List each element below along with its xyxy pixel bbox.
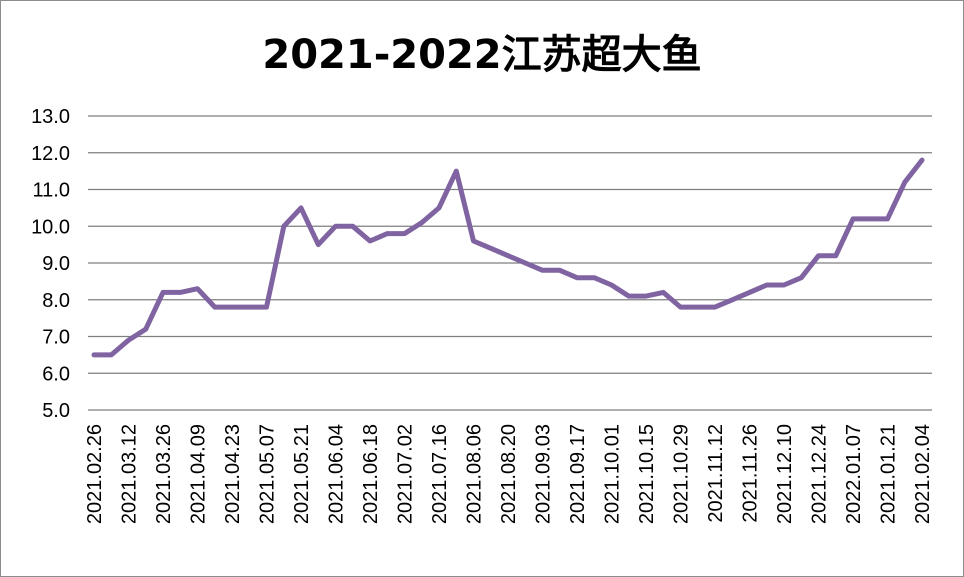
x-tick-label: 2021.11.26 — [740, 424, 762, 523]
x-axis-ticks: 2021.02.26 2021.03.12 2021.03.26 2021.04.09… — [84, 424, 934, 524]
y-axis-ticks: 5.0 6.0 7.0 8.0 9.0 10.0 11.0 12.0 13.0 — [31, 106, 70, 422]
x-tick-label: 2021.10.15 — [636, 424, 658, 524]
data-point — [886, 217, 889, 221]
data-point — [592, 276, 596, 280]
data-point — [92, 353, 96, 357]
data-point — [679, 305, 682, 309]
data-point — [575, 276, 579, 280]
y-tick-label: 5.0 — [42, 400, 70, 422]
data-point — [920, 158, 924, 162]
data-point — [489, 246, 493, 250]
data-point — [368, 239, 372, 243]
x-tick-label: 2021.04.23 — [222, 424, 244, 524]
data-point — [403, 232, 406, 236]
data-point — [765, 283, 769, 287]
data-point — [351, 224, 355, 228]
gridlines — [88, 115, 932, 411]
x-tick-label: 2022.01.07 — [843, 424, 865, 524]
y-tick-label: 12.0 — [31, 143, 70, 165]
data-point — [610, 283, 613, 287]
y-tick-label: 13.0 — [31, 106, 70, 128]
data-point — [748, 290, 751, 294]
data-point — [161, 290, 165, 294]
x-tick-label: 2021.06.04 — [326, 424, 348, 524]
data-point — [213, 305, 217, 309]
data-point — [523, 261, 527, 265]
x-tick-label: 2021.10.01 — [602, 424, 624, 524]
data-point — [851, 217, 855, 221]
x-tick-label: 2021.08.20 — [498, 424, 520, 524]
data-point — [454, 169, 458, 173]
data-point — [230, 305, 234, 309]
x-tick-label: 2021.05.21 — [291, 424, 313, 524]
data-point — [299, 206, 303, 210]
y-tick-label: 11.0 — [33, 180, 70, 202]
data-point — [334, 224, 337, 228]
x-tick-label: 2021.02.26 — [84, 424, 106, 524]
x-tick-label: 2021.02.04 — [912, 424, 934, 524]
data-point — [558, 268, 562, 272]
x-tick-label: 2021.03.26 — [153, 424, 175, 524]
y-tick-label: 8.0 — [42, 290, 70, 312]
data-point — [644, 294, 648, 298]
data-point — [541, 268, 544, 272]
data-point — [282, 224, 286, 228]
x-tick-label: 2021.03.12 — [119, 424, 141, 524]
data-point — [627, 294, 631, 298]
y-tick-label: 6.0 — [42, 363, 70, 385]
data-point — [834, 254, 838, 258]
data-point — [782, 283, 786, 287]
x-tick-label: 2021.06.18 — [360, 424, 382, 524]
data-point — [506, 254, 510, 258]
x-tick-label: 2021.01.21 — [878, 424, 900, 524]
data-point — [265, 305, 268, 309]
data-point — [696, 305, 700, 309]
x-tick-label: 2021.07.02 — [395, 424, 417, 524]
y-tick-label: 7.0 — [42, 327, 70, 349]
data-point — [144, 327, 148, 331]
data-point — [247, 305, 251, 309]
data-point — [437, 206, 441, 210]
data-point — [868, 217, 872, 221]
data-point — [799, 276, 803, 280]
data-point — [817, 254, 820, 258]
x-tick-label: 2021.07.16 — [429, 424, 451, 524]
data-point — [316, 243, 320, 247]
x-tick-label: 2021.11.12 — [705, 424, 727, 523]
data-point — [178, 290, 182, 294]
x-tick-label: 2021.10.29 — [671, 424, 693, 524]
x-tick-label: 2021.12.24 — [809, 424, 831, 524]
x-tick-label: 2021.08.06 — [464, 424, 486, 524]
price-series — [91, 157, 925, 358]
data-point — [420, 221, 424, 225]
data-point — [127, 338, 130, 342]
data-point — [196, 287, 199, 291]
x-tick-label: 2021.12.10 — [774, 424, 796, 524]
chart-title: 2021-2022江苏超大鱼 — [262, 32, 702, 78]
x-tick-label: 2021.05.07 — [257, 424, 279, 524]
x-tick-label: 2021.04.09 — [188, 424, 210, 524]
data-point — [385, 232, 389, 236]
data-point — [472, 239, 475, 243]
data-point — [730, 298, 734, 302]
data-point — [109, 353, 113, 357]
y-tick-label: 9.0 — [42, 253, 70, 275]
data-point — [713, 305, 717, 309]
x-tick-label: 2021.09.17 — [567, 424, 589, 524]
data-point — [661, 290, 665, 294]
y-tick-label: 10.0 — [31, 216, 70, 238]
x-tick-label: 2021.09.03 — [533, 424, 555, 524]
data-point — [903, 180, 907, 184]
